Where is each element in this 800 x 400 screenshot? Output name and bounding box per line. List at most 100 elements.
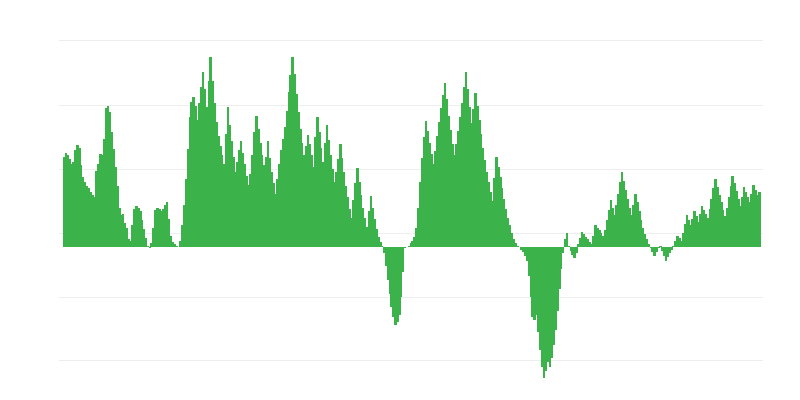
chart-bar xyxy=(527,247,531,277)
chart-bar xyxy=(632,204,635,247)
chart-bar xyxy=(289,75,292,247)
chart-bar xyxy=(579,238,582,247)
chart-bar xyxy=(651,247,654,253)
chart-bar xyxy=(645,239,649,247)
chart-bar xyxy=(70,163,73,247)
chart-bar xyxy=(485,171,489,247)
chart-bar xyxy=(285,110,289,247)
chart-bar xyxy=(72,161,75,247)
chart-bar xyxy=(314,137,317,247)
chart-bar xyxy=(554,247,557,330)
chart-bar xyxy=(754,189,757,247)
chart-bar xyxy=(664,247,668,261)
chart-bar xyxy=(449,129,452,247)
chart-bar xyxy=(586,239,590,247)
chart-bar xyxy=(634,193,637,247)
chart-bar xyxy=(144,238,148,247)
chart-bar xyxy=(462,86,466,247)
chart-bar xyxy=(683,224,687,247)
chart-bar xyxy=(464,72,468,247)
chart-bar xyxy=(655,247,658,253)
chart-bar xyxy=(500,188,504,247)
chart-bar xyxy=(639,220,643,247)
chart-bar xyxy=(729,185,733,247)
chart-zero-baseline xyxy=(59,247,760,248)
chart-bar xyxy=(83,182,87,247)
chart-bar xyxy=(253,132,256,247)
chart-bar xyxy=(361,207,365,247)
chart-bar xyxy=(89,192,92,247)
chart-bar xyxy=(563,239,567,247)
chart-bar xyxy=(739,206,742,247)
chart-bar xyxy=(476,105,479,247)
chart-bar xyxy=(647,244,651,247)
chart-bar xyxy=(584,236,588,247)
chart-bar xyxy=(733,183,736,247)
chart-bar xyxy=(276,179,279,247)
chart-bar xyxy=(291,57,294,247)
chart-bar xyxy=(725,207,729,247)
chart-bar xyxy=(708,208,712,247)
chart-bar xyxy=(304,146,308,247)
chart-bar xyxy=(95,170,98,247)
chart-bar xyxy=(596,227,599,247)
chart-bar xyxy=(565,232,569,247)
chart-bar xyxy=(112,148,115,247)
chart-bar xyxy=(373,218,376,247)
chart-bar xyxy=(365,226,369,247)
chart-bar xyxy=(603,230,607,247)
chart-bar xyxy=(201,72,205,247)
chart-bar xyxy=(716,187,719,247)
chart-bar xyxy=(184,179,188,247)
chart-bar xyxy=(196,119,199,247)
chart-bar xyxy=(422,137,426,247)
chart-bar xyxy=(561,247,565,254)
chart-bar xyxy=(371,207,374,247)
chart-bar xyxy=(472,109,475,247)
chart-bar xyxy=(539,247,542,351)
chart-bar xyxy=(399,247,403,297)
chart-bar xyxy=(619,182,622,247)
chart-bar xyxy=(706,217,710,247)
chart-bar xyxy=(687,220,691,247)
chart-bar xyxy=(224,133,228,247)
chart-bar xyxy=(137,207,140,247)
chart-bar xyxy=(611,207,614,247)
chart-bar xyxy=(594,225,597,247)
chart-bar xyxy=(714,179,717,247)
chart-bar xyxy=(550,247,553,358)
chart-bar xyxy=(85,185,89,247)
chart-bar xyxy=(723,216,727,247)
chart-bar xyxy=(99,154,102,247)
chart-bar xyxy=(209,57,212,247)
chart-bar xyxy=(158,208,161,247)
chart-bar xyxy=(333,182,336,247)
chart-bar xyxy=(186,148,190,247)
chart-bar xyxy=(428,142,432,247)
chart-bar xyxy=(116,185,119,247)
chart-bar xyxy=(346,197,350,247)
chart-bar xyxy=(97,164,100,247)
chart-bar xyxy=(234,171,237,247)
chart-bar xyxy=(483,160,487,247)
chart-bar xyxy=(712,188,715,247)
chart-bar xyxy=(516,245,519,247)
chart-bar xyxy=(750,193,753,247)
chart-bar xyxy=(649,247,653,249)
chart-bar xyxy=(499,176,502,247)
chart-bar xyxy=(156,207,159,247)
chart-bar xyxy=(420,157,424,247)
chart-bar xyxy=(403,247,407,249)
chart-bar xyxy=(546,247,550,362)
chart-bar xyxy=(558,247,561,290)
chart-bar xyxy=(268,157,272,247)
chart-bar xyxy=(641,227,645,247)
chart-bar xyxy=(139,211,142,247)
chart-bar xyxy=(613,215,616,247)
chart-bar xyxy=(127,239,131,247)
chart-bar xyxy=(439,108,443,247)
chart-bar xyxy=(598,230,601,247)
chart-bar xyxy=(354,183,357,247)
chart-bar xyxy=(146,245,150,247)
chart-bar xyxy=(447,115,451,247)
